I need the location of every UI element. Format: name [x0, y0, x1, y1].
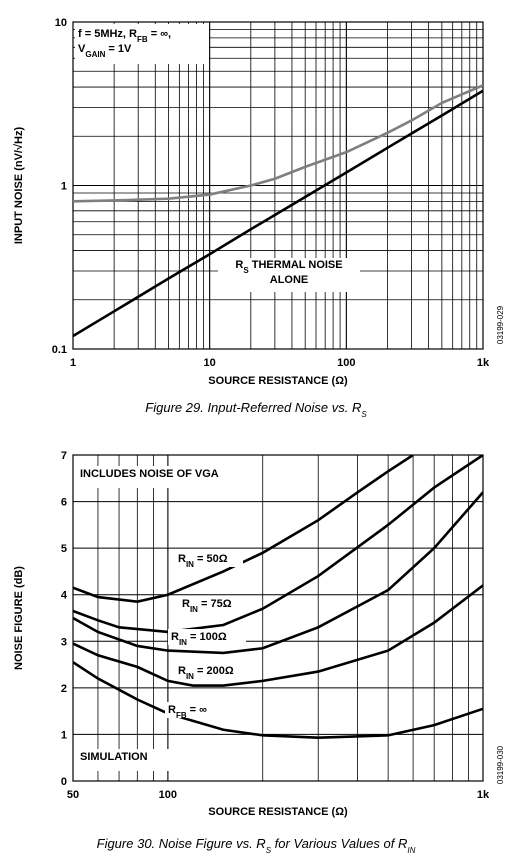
series-label-bg — [175, 663, 253, 679]
subscript: S — [266, 846, 272, 855]
text-part: = 50Ω — [194, 553, 228, 565]
subscript: S — [243, 266, 249, 275]
text-part: = 100Ω — [187, 631, 227, 643]
text-part: = ∞, — [148, 28, 171, 40]
text-part: SIMULATION — [80, 751, 148, 763]
line — [73, 89, 483, 338]
y-tick-label: 0.1 — [52, 344, 67, 356]
line — [73, 491, 483, 655]
series-label: RIN = 100Ω — [171, 631, 227, 647]
y-tick-label: 10 — [55, 17, 67, 29]
y-tick-label: 5 — [61, 543, 67, 555]
subscript: GAIN — [85, 50, 105, 59]
annotation-bg — [218, 258, 360, 292]
y-tick-label: 3 — [61, 636, 67, 648]
series-label: RIN = 75Ω — [182, 598, 232, 614]
text-part: = 1V — [105, 43, 132, 55]
text-part: INCLUDES NOISE OF VGA — [80, 468, 219, 480]
text-part: R — [178, 553, 186, 565]
subscript: IN — [407, 846, 415, 855]
figure-code: 03199-030 — [496, 745, 505, 784]
caption: Figure 30. Noise Figure vs. RS for Vario… — [97, 836, 416, 855]
annotation: VGAIN = 1V — [78, 43, 132, 59]
text-part: ALONE — [270, 274, 309, 286]
y-axis-label: INPUT NOISE (nV/√Hz) — [13, 127, 25, 245]
x-tick-label: 1k — [477, 357, 490, 369]
y-axis-label: NOISE FIGURE (dB) — [13, 566, 25, 670]
figure-code: 03199-029 — [496, 305, 505, 344]
annotation: ALONE — [270, 274, 309, 286]
series-label-bg — [179, 596, 247, 612]
text-part: = ∞ — [187, 704, 208, 716]
subscript: IN — [186, 560, 194, 569]
line — [73, 84, 483, 203]
text-part: R — [168, 704, 176, 716]
x-tick-label: 100 — [159, 789, 177, 801]
text-part: f = 5MHz, R — [78, 28, 137, 40]
series-label: RIN = 200Ω — [178, 665, 234, 681]
line — [73, 584, 483, 687]
text-part: R — [182, 598, 190, 610]
line — [73, 455, 483, 634]
subscript: S — [361, 410, 367, 419]
series-label: RFB = ∞ — [168, 704, 207, 720]
x-axis-label: SOURCE RESISTANCE (Ω) — [208, 375, 348, 387]
text-part: V — [78, 43, 86, 55]
x-tick-label: 100 — [337, 357, 355, 369]
text-part: = 75Ω — [198, 598, 232, 610]
subscript: IN — [186, 672, 194, 681]
series-label-bg — [165, 702, 226, 718]
annotation: INCLUDES NOISE OF VGA — [80, 468, 219, 480]
text-part: R — [235, 259, 243, 271]
y-tick-label: 0 — [61, 776, 67, 788]
annotation: f = 5MHz, RFB = ∞, — [78, 28, 171, 44]
y-tick-label: 6 — [61, 497, 67, 509]
y-tick-label: 1 — [61, 181, 67, 193]
chart: 50 100 1k 0 1 2 3 4 5 6 7 INCLUDES NOISE OF VGA SIMU… — [13, 450, 505, 855]
y-tick-label: 2 — [61, 683, 67, 695]
series-label-bg — [168, 629, 246, 645]
x-tick-label: 50 — [67, 789, 79, 801]
y-tick-label: 7 — [61, 450, 67, 462]
text-part: Figure 30. Noise Figure vs. R — [97, 836, 266, 851]
series-label-bg — [175, 551, 243, 567]
text-part: for Various Values of R — [271, 836, 407, 851]
subscript: FB — [176, 711, 187, 720]
text-part: = 200Ω — [194, 665, 234, 677]
annotation-bg — [76, 466, 256, 488]
subscript: IN — [179, 638, 187, 647]
line — [73, 455, 414, 604]
plot-area — [72, 454, 484, 782]
series-label: RIN = 50Ω — [178, 553, 228, 569]
x-tick-label: 1k — [477, 789, 490, 801]
text-part: R — [171, 631, 179, 643]
text-part: Figure 29. Input-Referred Noise vs. R — [145, 400, 361, 415]
x-tick-label: 10 — [204, 357, 216, 369]
x-axis-label: SOURCE RESISTANCE (Ω) — [208, 806, 348, 818]
text-part: THERMAL NOISE — [249, 259, 343, 271]
line — [73, 661, 483, 739]
annotation: SIMULATION — [80, 751, 148, 763]
subscript: IN — [190, 605, 198, 614]
text-part: R — [178, 665, 186, 677]
caption: Figure 29. Input-Referred Noise vs. RS — [145, 400, 367, 419]
annotation-bg — [76, 749, 172, 771]
subscript: FB — [137, 35, 148, 44]
annotation-bg — [75, 24, 209, 64]
x-tick-label: 1 — [70, 357, 76, 369]
annotation: RS THERMAL NOISE — [235, 259, 342, 275]
y-tick-label: 4 — [61, 590, 68, 602]
y-tick-label: 1 — [61, 729, 67, 741]
